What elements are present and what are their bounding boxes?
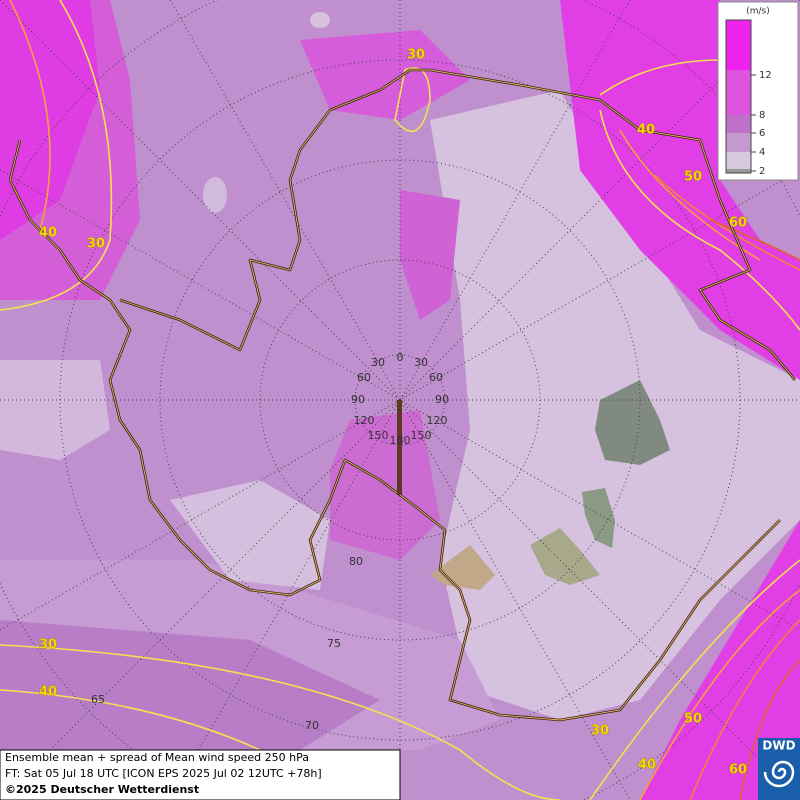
contour-label: 50 — [684, 712, 702, 727]
graticule-label: 80 — [349, 555, 363, 568]
contour-label: 40 — [637, 123, 655, 138]
contour-label: 40 — [39, 685, 57, 700]
graticule-label: 180 — [390, 434, 411, 447]
graticule-label: 150 — [411, 429, 432, 442]
transect-line — [397, 400, 402, 495]
coastline-highlight — [9, 69, 796, 721]
footer-title: Ensemble mean + spread of Mean wind spee… — [5, 751, 309, 764]
graticule-label: 60 — [429, 371, 443, 384]
contour-label: 40 — [638, 758, 656, 773]
graticule-label: 70 — [305, 719, 319, 732]
spread-shading — [430, 380, 670, 590]
logo-swirl — [763, 760, 795, 788]
graticule-label: 120 — [354, 414, 375, 427]
contour-label: 30 — [407, 48, 425, 63]
footer-forecast-time: FT: Sat 05 Jul 18 UTC [ICON EPS 2025 Jul… — [5, 767, 322, 780]
graticule-label: 65 — [91, 693, 105, 706]
contour-label: 30 — [39, 638, 57, 653]
graticule-label: 120 — [427, 414, 448, 427]
graticule-label: 60 — [357, 371, 371, 384]
colorbar-band — [726, 169, 751, 173]
colorbar-tick-label: 6 — [759, 128, 765, 139]
footer: Ensemble mean + spread of Mean wind spee… — [0, 749, 401, 800]
colorbar-band — [726, 152, 751, 169]
graticule-label: 0 — [397, 351, 404, 364]
logo-text: DWD — [762, 739, 795, 753]
colorbar-tick-label: 8 — [759, 110, 765, 121]
contour-label: 30 — [591, 724, 609, 739]
graticule-label: 150 — [368, 429, 389, 442]
colorbar-outline — [725, 19, 752, 174]
graticule-label: 90 — [435, 393, 449, 406]
colorbar-band — [726, 20, 751, 70]
colorbar-tick-label: 12 — [759, 70, 772, 81]
contour-label: 30 — [87, 237, 105, 252]
colorbar-band — [726, 70, 751, 115]
colorbar: (m/s) 12 8 6 4 2 — [717, 1, 799, 181]
contour-label: 60 — [729, 216, 747, 231]
graticule-label: 90 — [351, 393, 365, 406]
graticule-label: 30 — [414, 356, 428, 369]
contour-label: 60 — [729, 763, 747, 778]
colorbar-band — [726, 133, 751, 152]
colorbar-band — [726, 115, 751, 133]
colorbar-tick-label: 4 — [759, 147, 765, 158]
contour-label: 40 — [39, 226, 57, 241]
footer-copyright: ©2025 Deutscher Wetterdienst — [5, 783, 199, 796]
colorbar-unit: (m/s) — [746, 7, 770, 17]
colorbar-tick-label: 2 — [759, 166, 765, 177]
logo: DWD — [758, 738, 800, 800]
graticule-label: 30 — [371, 356, 385, 369]
footer-box — [0, 749, 401, 800]
graticule-label: 75 — [327, 637, 341, 650]
contour-label: 50 — [684, 170, 702, 185]
